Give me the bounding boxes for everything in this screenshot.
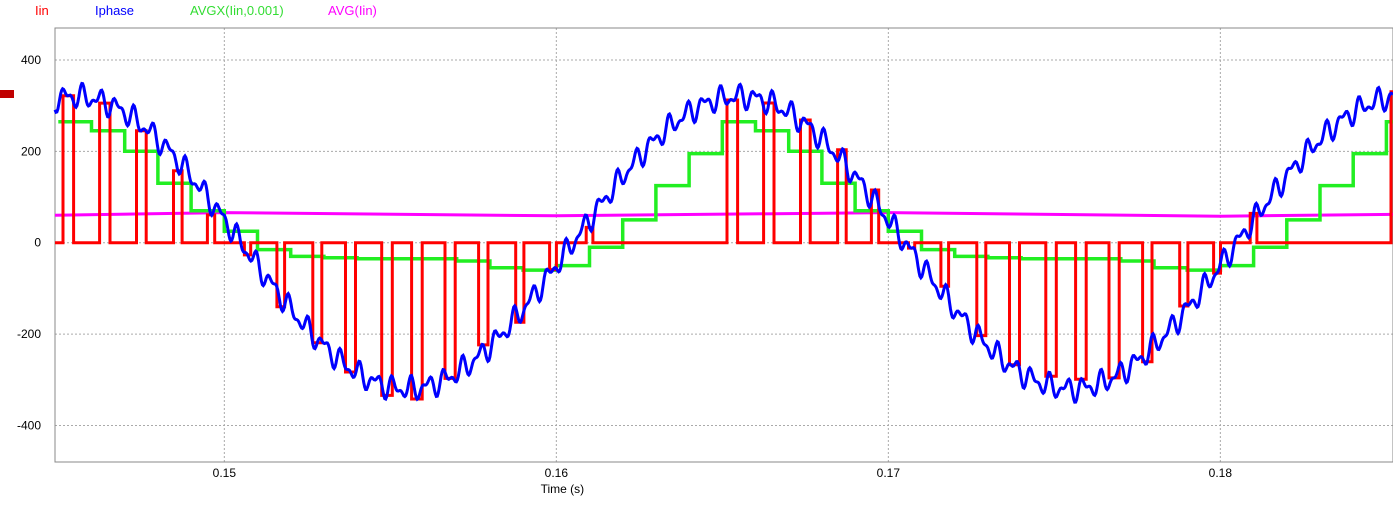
x-tick-label: 0.15 (213, 466, 237, 480)
y-tick-label: 400 (21, 53, 41, 67)
series-avg-iin (54, 211, 1393, 218)
legend-entry-iin: Iin (35, 3, 49, 18)
series-layer (53, 81, 1393, 404)
legend: Iin Iphase AVGX(Iin,0.001) AVG(Iin) (0, 0, 1393, 22)
x-tick-label: 0.16 (545, 466, 569, 480)
x-tick-label: 0.17 (877, 466, 901, 480)
legend-entry-avg: AVG(Iin) (328, 3, 377, 18)
series-iphase (53, 81, 1393, 404)
y-tick-label: -400 (17, 418, 41, 432)
y-tick-label: 200 (21, 144, 41, 158)
x-axis-label: Time (s) (541, 482, 585, 496)
plot-frame (54, 27, 1393, 463)
tick-labels: 0.15 0.16 0.17 0.18 400 200 0 -200 -400 (17, 53, 1232, 480)
y-tick-label: -200 (17, 327, 41, 341)
x-tick-label: 0.18 (1209, 466, 1233, 480)
legend-entry-avgx: AVGX(Iin,0.001) (190, 3, 284, 18)
legend-entry-iphase: Iphase (95, 3, 135, 18)
marker-icon (0, 90, 14, 98)
y-tick-label: 0 (34, 236, 41, 250)
